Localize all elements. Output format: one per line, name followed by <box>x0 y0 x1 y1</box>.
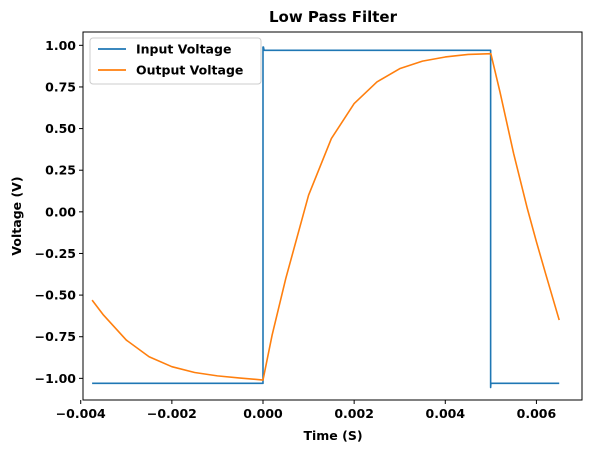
chart-title: Low Pass Filter <box>269 8 398 26</box>
y-tick-label: −0.50 <box>35 288 77 303</box>
legend-box <box>89 37 262 85</box>
y-tick-label: −0.25 <box>35 246 76 261</box>
plot-area <box>82 31 583 401</box>
y-tick-label: −1.00 <box>35 371 77 386</box>
y-tick-label: 0.50 <box>45 121 76 136</box>
x-axis-ticks: −0.004 −0.002 0.000 0.002 0.004 0.006 <box>56 400 557 421</box>
x-tick-label: 0.006 <box>517 406 557 421</box>
series-line-output-voltage <box>91 52 560 381</box>
legend: Input Voltage Output Voltage <box>89 37 262 85</box>
x-tick-label: 0.000 <box>243 406 283 421</box>
legend-label: Output Voltage <box>136 63 243 78</box>
y-tick-label: 0.75 <box>45 79 76 94</box>
y-tick-label: 0.25 <box>45 163 76 178</box>
x-tick-label: 0.002 <box>334 406 374 421</box>
x-tick-label: −0.004 <box>56 406 106 421</box>
x-tick-label: 0.004 <box>426 406 466 421</box>
y-axis-ticks: −1.00 −0.75 −0.50 −0.25 0.00 0.25 0.50 0.75 1.00 <box>35 38 83 386</box>
y-tick-label: 0.00 <box>45 204 76 219</box>
series-line-input-voltage <box>92 46 560 389</box>
y-tick-label: 1.00 <box>45 38 76 53</box>
x-axis-label: Time (S) <box>303 428 362 443</box>
legend-label: Input Voltage <box>136 42 231 57</box>
y-tick-label: −0.75 <box>35 329 76 344</box>
y-axis-label: Voltage (V) <box>9 176 24 255</box>
x-tick-label: −0.002 <box>147 406 197 421</box>
axes-frame <box>82 31 583 401</box>
